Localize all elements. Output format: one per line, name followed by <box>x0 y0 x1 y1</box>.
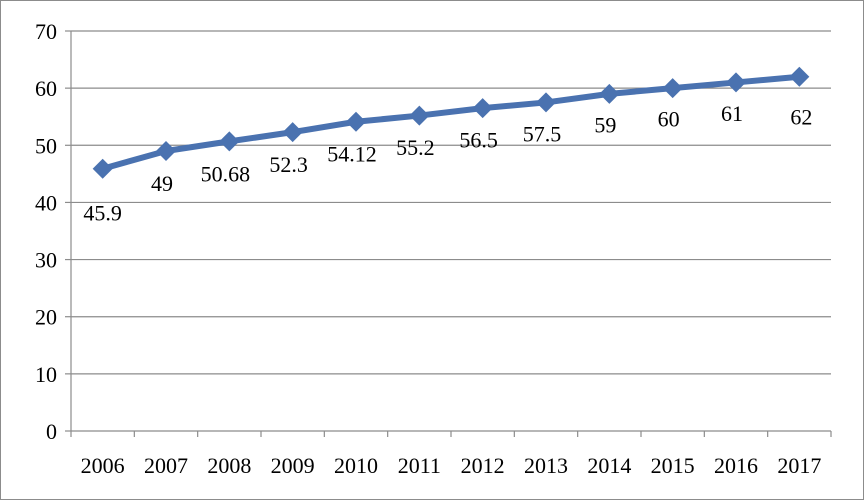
x-axis-tick-labels: 2006 2007 2008 2009 2010 2011 2012 2013 2014 2015… <box>81 453 822 478</box>
y-axis-tick-labels: 0 10 20 30 40 50 60 70 <box>35 19 57 444</box>
data-label: 55.2 <box>396 135 435 160</box>
data-label: 61 <box>721 101 743 126</box>
data-label: 49 <box>151 171 173 196</box>
x-tick-label: 2007 <box>144 453 188 478</box>
y-tick-label: 60 <box>35 76 57 101</box>
y-tick-label: 10 <box>35 362 57 387</box>
data-point-marker <box>599 83 620 104</box>
data-point-marker <box>409 105 430 126</box>
data-label: 59 <box>594 113 616 138</box>
x-tick-label: 2012 <box>461 453 505 478</box>
data-point-marker <box>662 78 683 99</box>
x-tick-label: 2014 <box>587 453 631 478</box>
y-tick-label: 70 <box>35 19 57 44</box>
data-label: 54.12 <box>327 141 377 166</box>
data-point-marker <box>282 122 303 143</box>
data-label: 52.3 <box>269 152 308 177</box>
data-point-marker <box>726 72 746 93</box>
data-label: 60 <box>658 107 680 132</box>
x-tick-label: 2016 <box>714 453 758 478</box>
x-tick-label: 2008 <box>207 453 251 478</box>
data-point-marker <box>346 111 366 132</box>
y-tick-label: 50 <box>35 133 57 158</box>
x-tick-label: 2009 <box>271 453 315 478</box>
data-point-marker <box>92 158 113 179</box>
data-point-marker <box>156 141 176 161</box>
series-line <box>99 73 803 172</box>
x-tick-label: 2006 <box>81 453 125 478</box>
x-tick-label: 2013 <box>524 453 568 478</box>
data-point-marker <box>536 92 556 113</box>
y-tick-label: 30 <box>35 248 57 273</box>
axes <box>65 30 832 437</box>
y-tick-label: 0 <box>46 419 57 444</box>
data-label: 45.9 <box>83 201 122 226</box>
data-label: 50.68 <box>201 161 251 186</box>
data-label: 57.5 <box>523 121 562 146</box>
series-line-group <box>99 73 803 172</box>
series-markers <box>92 66 810 179</box>
x-tick-label: 2017 <box>777 453 821 478</box>
y-tick-label: 20 <box>35 305 57 330</box>
data-point-marker <box>219 131 240 152</box>
data-point-marker <box>789 66 810 87</box>
data-label: 62 <box>790 105 812 130</box>
y-tick-label: 40 <box>35 190 57 215</box>
x-tick-label: 2010 <box>334 453 378 478</box>
data-point-marker <box>472 98 493 119</box>
data-labels: 45.9 49 50.68 52.3 54.12 55.2 56.5 57.5 59 60 61 62 <box>83 101 812 226</box>
data-label: 56.5 <box>459 127 498 152</box>
x-tick-label: 2011 <box>398 453 441 478</box>
x-tick-label: 2015 <box>651 453 695 478</box>
